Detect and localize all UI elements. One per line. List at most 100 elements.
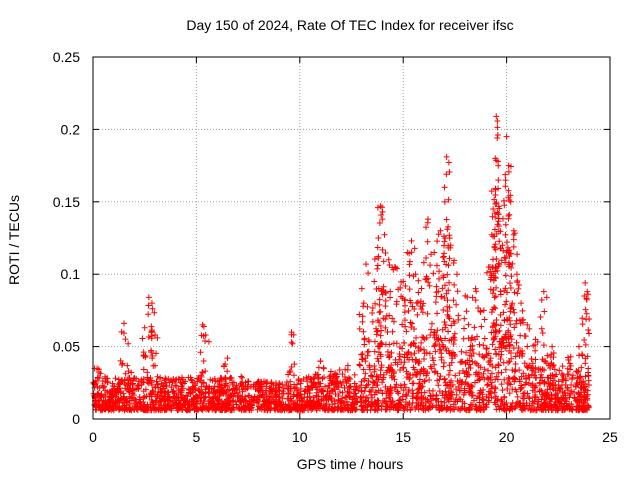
data-point — [537, 313, 544, 320]
data-point — [343, 398, 350, 405]
data-point — [398, 293, 405, 300]
data-point — [202, 394, 209, 401]
data-point — [410, 390, 417, 397]
data-point — [559, 363, 566, 370]
data-point — [253, 399, 260, 406]
data-point — [347, 383, 354, 390]
data-point — [514, 251, 521, 258]
data-point — [574, 399, 581, 406]
data-point — [549, 372, 556, 379]
data-point — [380, 283, 387, 290]
data-point — [446, 279, 453, 286]
data-point — [497, 355, 504, 362]
data-point — [392, 384, 399, 391]
data-point — [491, 274, 498, 281]
data-point — [476, 376, 483, 383]
data-point-peak — [567, 353, 574, 360]
data-point — [291, 361, 298, 368]
data-point — [498, 351, 505, 358]
data-point — [120, 330, 127, 337]
data-point — [578, 381, 585, 388]
data-point — [383, 369, 390, 376]
data-point — [506, 211, 513, 218]
data-point — [496, 205, 503, 212]
data-point — [212, 378, 219, 385]
data-point — [313, 384, 320, 391]
data-point — [442, 388, 449, 395]
data-point — [327, 368, 334, 375]
chart-title: Day 150 of 2024, Rate Of TEC Index for r… — [186, 17, 514, 33]
data-point — [225, 397, 232, 404]
data-point — [105, 398, 112, 405]
data-point — [342, 394, 349, 401]
data-point — [280, 385, 287, 392]
data-point — [158, 380, 165, 387]
data-point — [446, 385, 453, 392]
data-point-peak — [472, 285, 479, 292]
data-point — [467, 388, 474, 395]
data-point — [432, 340, 439, 347]
data-point — [531, 393, 538, 400]
data-point-peak — [507, 198, 514, 205]
data-point — [268, 390, 275, 397]
data-point — [428, 326, 435, 333]
data-point — [245, 404, 252, 411]
data-point-peak — [371, 278, 378, 285]
data-point — [114, 386, 121, 393]
data-point — [463, 308, 470, 315]
x-tick-label: 5 — [193, 429, 201, 445]
data-point — [150, 389, 157, 396]
data-point — [147, 377, 154, 384]
data-point — [497, 245, 504, 252]
data-point-peak — [441, 184, 448, 191]
data-point — [375, 358, 382, 365]
data-point — [378, 362, 385, 369]
data-point-peak — [125, 340, 132, 347]
data-point — [127, 381, 134, 388]
data-point — [435, 231, 442, 238]
data-point — [544, 352, 551, 359]
data-point — [503, 336, 510, 343]
data-point — [410, 372, 417, 379]
data-point — [376, 220, 383, 227]
data-point — [528, 371, 535, 378]
data-point — [407, 297, 414, 304]
data-point — [291, 372, 298, 379]
data-point — [498, 369, 505, 376]
data-point — [425, 406, 432, 413]
data-point — [441, 318, 448, 325]
data-point — [481, 353, 488, 360]
data-point — [556, 386, 563, 393]
data-point — [446, 304, 453, 311]
data-point — [585, 365, 592, 372]
data-point — [319, 375, 326, 382]
data-point — [527, 382, 534, 389]
data-point — [435, 288, 442, 295]
data-point — [436, 268, 443, 275]
data-point — [304, 378, 311, 385]
data-point — [358, 382, 365, 389]
data-point — [204, 405, 211, 412]
data-point — [490, 320, 497, 327]
data-point — [170, 402, 177, 409]
data-point — [505, 168, 512, 175]
data-point — [388, 402, 395, 409]
data-point — [550, 377, 557, 384]
data-point — [489, 324, 496, 331]
data-point — [466, 385, 473, 392]
data-point — [393, 340, 400, 347]
data-point-peak — [462, 292, 469, 299]
data-point — [101, 373, 108, 380]
data-point — [412, 356, 419, 363]
data-point — [104, 379, 111, 386]
data-point — [508, 404, 515, 411]
data-point — [294, 381, 301, 388]
data-point — [211, 383, 218, 390]
data-point — [574, 374, 581, 381]
data-point — [261, 380, 268, 387]
data-point-peak — [437, 227, 444, 234]
data-point — [375, 403, 382, 410]
data-point — [445, 347, 452, 354]
data-point — [125, 368, 132, 375]
data-point — [216, 377, 223, 384]
